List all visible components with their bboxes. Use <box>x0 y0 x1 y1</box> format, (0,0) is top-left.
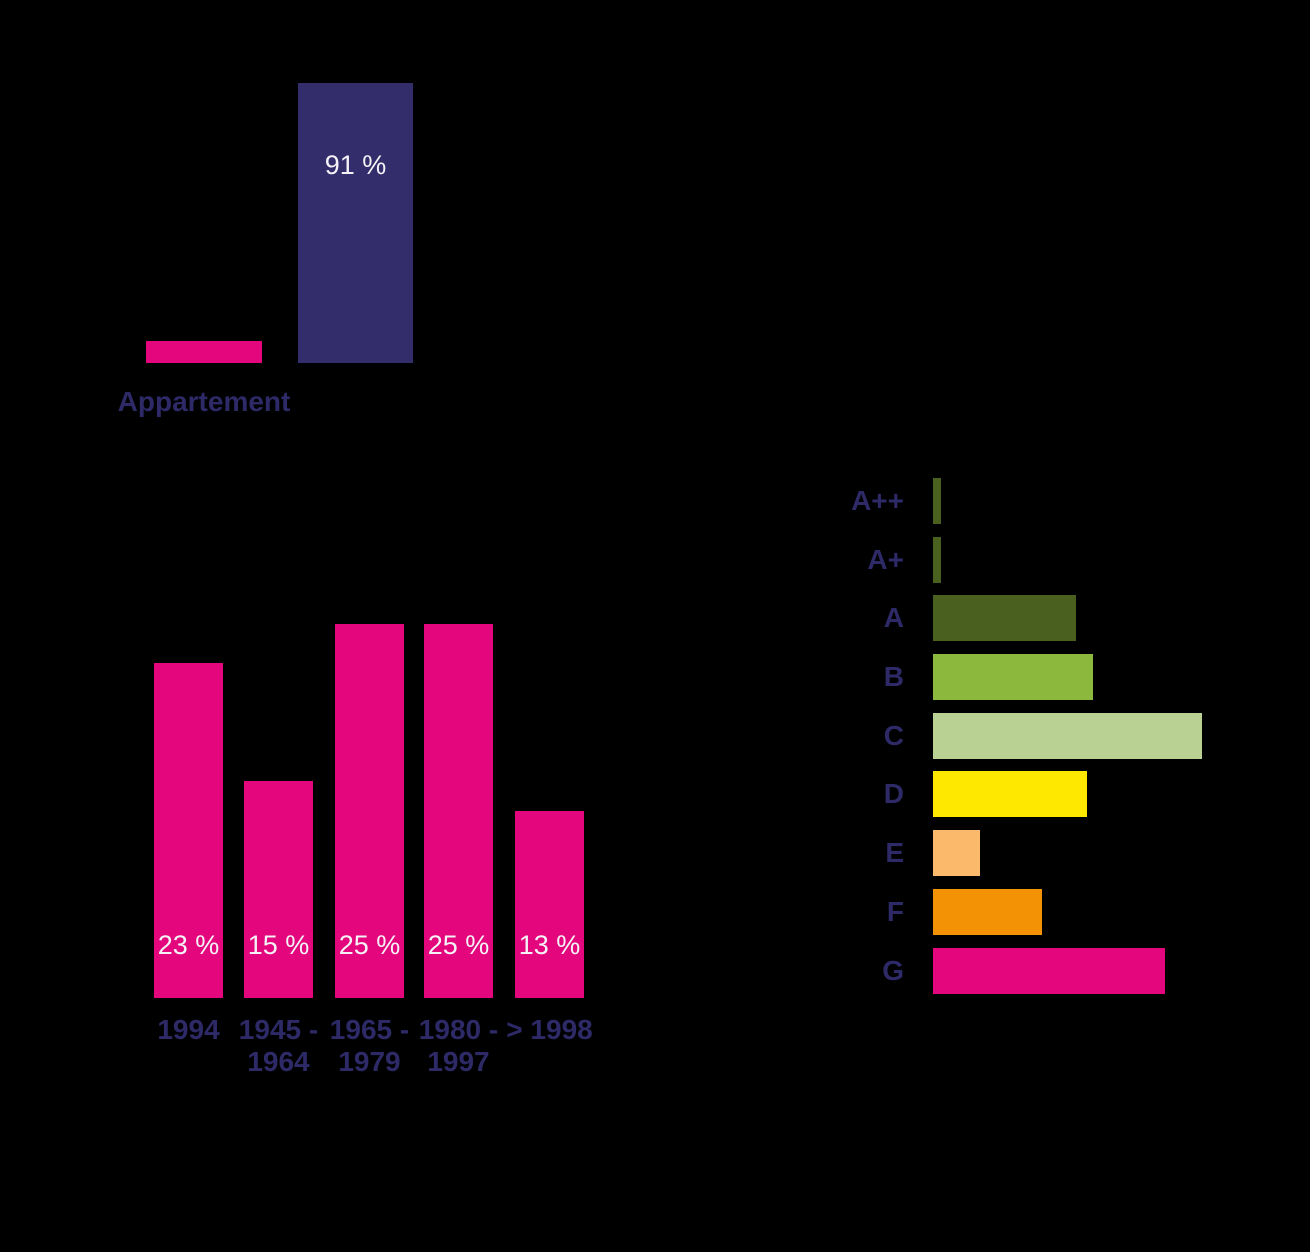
construction-period-axis-label-1980-1997: 1980 - 1997 <box>418 1014 499 1077</box>
energy-class-axis-label-b: B <box>883 661 904 692</box>
energy-class-axis-label-g: G <box>882 955 904 986</box>
housing-type-bar-bar-2 <box>298 83 413 363</box>
construction-period-axis-label-1945-1964: 1945 - 1964 <box>238 1014 319 1077</box>
energy-class-axis-label-f: F <box>886 896 904 927</box>
energy-class-bar-g <box>933 948 1165 994</box>
construction-period-axis-label-1965-1979: 1965 - 1979 <box>329 1014 410 1077</box>
energy-class-bar-e <box>933 830 980 876</box>
energy-class-bar-f <box>933 889 1042 935</box>
energy-class-axis-label-d: D <box>883 778 904 809</box>
construction-period-axis-label-1998: > 1998 <box>506 1014 593 1045</box>
construction-period-value-label-1965-1979: 25 % <box>338 930 401 960</box>
energy-class-bar-c <box>933 713 1202 759</box>
energy-class-axis-label-a-plus: A+ <box>867 544 904 575</box>
energy-class-axis-label-a-plus-plus: A++ <box>851 485 904 516</box>
housing-type-bar-appartement <box>146 341 262 363</box>
construction-period-axis-label-1994: 1994 <box>157 1014 220 1045</box>
energy-class-axis-label-e: E <box>885 837 904 868</box>
construction-period-value-label-1994: 23 % <box>157 930 220 960</box>
construction-period-bar-1965-1979 <box>335 624 404 998</box>
construction-period-bar-1980-1997 <box>424 624 493 998</box>
construction-period-value-label-1998: 13 % <box>518 930 581 960</box>
energy-class-bar-d <box>933 771 1087 817</box>
energy-class-axis-label-c: C <box>883 720 904 751</box>
construction-period-value-label-1980-1997: 25 % <box>427 930 490 960</box>
construction-period-bar-1998 <box>515 811 584 998</box>
energy-class-axis-label-a: A <box>883 602 904 633</box>
housing-type-axis-label-appartement: Appartement <box>117 386 291 417</box>
housing-type-value-label-bar-2: 91 % <box>324 150 387 180</box>
construction-period-bar-1945-1964 <box>244 781 313 998</box>
construction-period-bar-1994 <box>154 663 223 998</box>
energy-class-bar-a <box>933 595 1076 641</box>
energy-class-bar-b <box>933 654 1093 700</box>
energy-class-bar-a-plus-plus <box>933 478 941 524</box>
energy-class-bar-a-plus <box>933 537 941 583</box>
construction-period-value-label-1945-1964: 15 % <box>247 930 310 960</box>
